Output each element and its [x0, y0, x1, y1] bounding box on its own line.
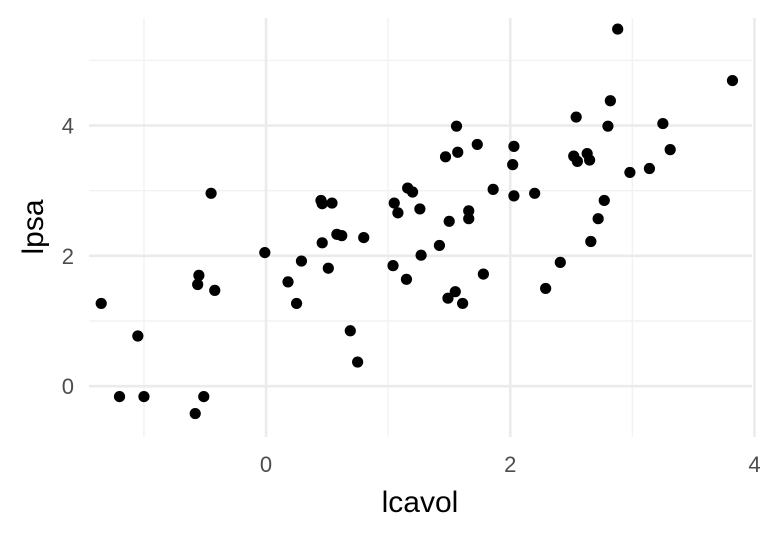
data-point	[414, 203, 426, 215]
data-point	[192, 278, 204, 291]
data-point	[400, 273, 413, 285]
data-point	[584, 154, 596, 166]
data-point	[316, 198, 328, 210]
y-tick-label: 4	[62, 114, 74, 139]
data-point	[326, 197, 338, 209]
data-point	[205, 187, 217, 199]
data-point	[463, 213, 475, 225]
data-point	[95, 297, 107, 310]
data-point	[138, 390, 150, 403]
data-point	[463, 205, 475, 217]
data-point	[344, 325, 356, 337]
data-point	[585, 235, 597, 248]
data-point	[439, 151, 452, 163]
data-point	[388, 197, 400, 209]
y-tick-label: 0	[62, 374, 74, 399]
data-point	[612, 23, 624, 35]
data-point	[449, 286, 461, 298]
data-point	[392, 207, 404, 219]
data-point	[290, 297, 303, 310]
data-point	[433, 239, 446, 252]
data-point	[193, 269, 205, 281]
data-point	[295, 255, 308, 267]
data-point	[554, 256, 566, 268]
data-point	[209, 284, 221, 296]
x-tick-label: 0	[260, 452, 272, 477]
data-point	[259, 246, 271, 259]
data-point	[487, 183, 499, 195]
data-point	[415, 249, 427, 261]
data-point	[336, 230, 348, 242]
data-point	[598, 194, 610, 207]
data-point	[571, 155, 583, 167]
data-point	[657, 117, 669, 130]
data-point	[450, 120, 463, 132]
data-point	[352, 356, 364, 368]
data-point	[189, 407, 201, 420]
data-point	[198, 390, 210, 403]
data-point	[358, 232, 370, 244]
data-point	[442, 292, 454, 304]
data-point	[113, 390, 126, 403]
x-axis-title: lcavol	[382, 486, 459, 519]
data-points	[95, 23, 739, 420]
data-point	[443, 215, 455, 227]
data-point	[477, 268, 489, 280]
data-point	[643, 162, 656, 175]
data-point	[508, 140, 520, 152]
data-point	[726, 74, 739, 87]
data-point	[507, 159, 519, 171]
data-point	[604, 95, 616, 107]
data-point	[406, 186, 419, 198]
y-tick-label: 2	[62, 244, 74, 269]
data-point	[529, 187, 541, 199]
x-axis-ticks: 0 2 4	[260, 452, 761, 477]
data-point	[592, 213, 604, 225]
data-point	[602, 120, 614, 132]
data-point	[624, 166, 636, 179]
x-tick-label: 2	[504, 452, 516, 477]
x-tick-label: 4	[748, 452, 760, 477]
data-point	[508, 190, 520, 202]
data-point	[387, 260, 399, 272]
data-point	[457, 297, 469, 310]
y-axis-ticks: 0 2 4	[62, 114, 74, 400]
data-point	[282, 276, 294, 288]
data-point	[664, 144, 676, 156]
data-point	[471, 138, 483, 151]
data-point	[322, 262, 334, 274]
grid	[89, 18, 756, 437]
data-point	[316, 237, 328, 249]
data-point	[452, 146, 464, 158]
data-point	[570, 111, 582, 123]
data-point	[540, 282, 552, 295]
y-axis-title: lpsa	[17, 199, 50, 254]
data-point	[132, 330, 144, 342]
